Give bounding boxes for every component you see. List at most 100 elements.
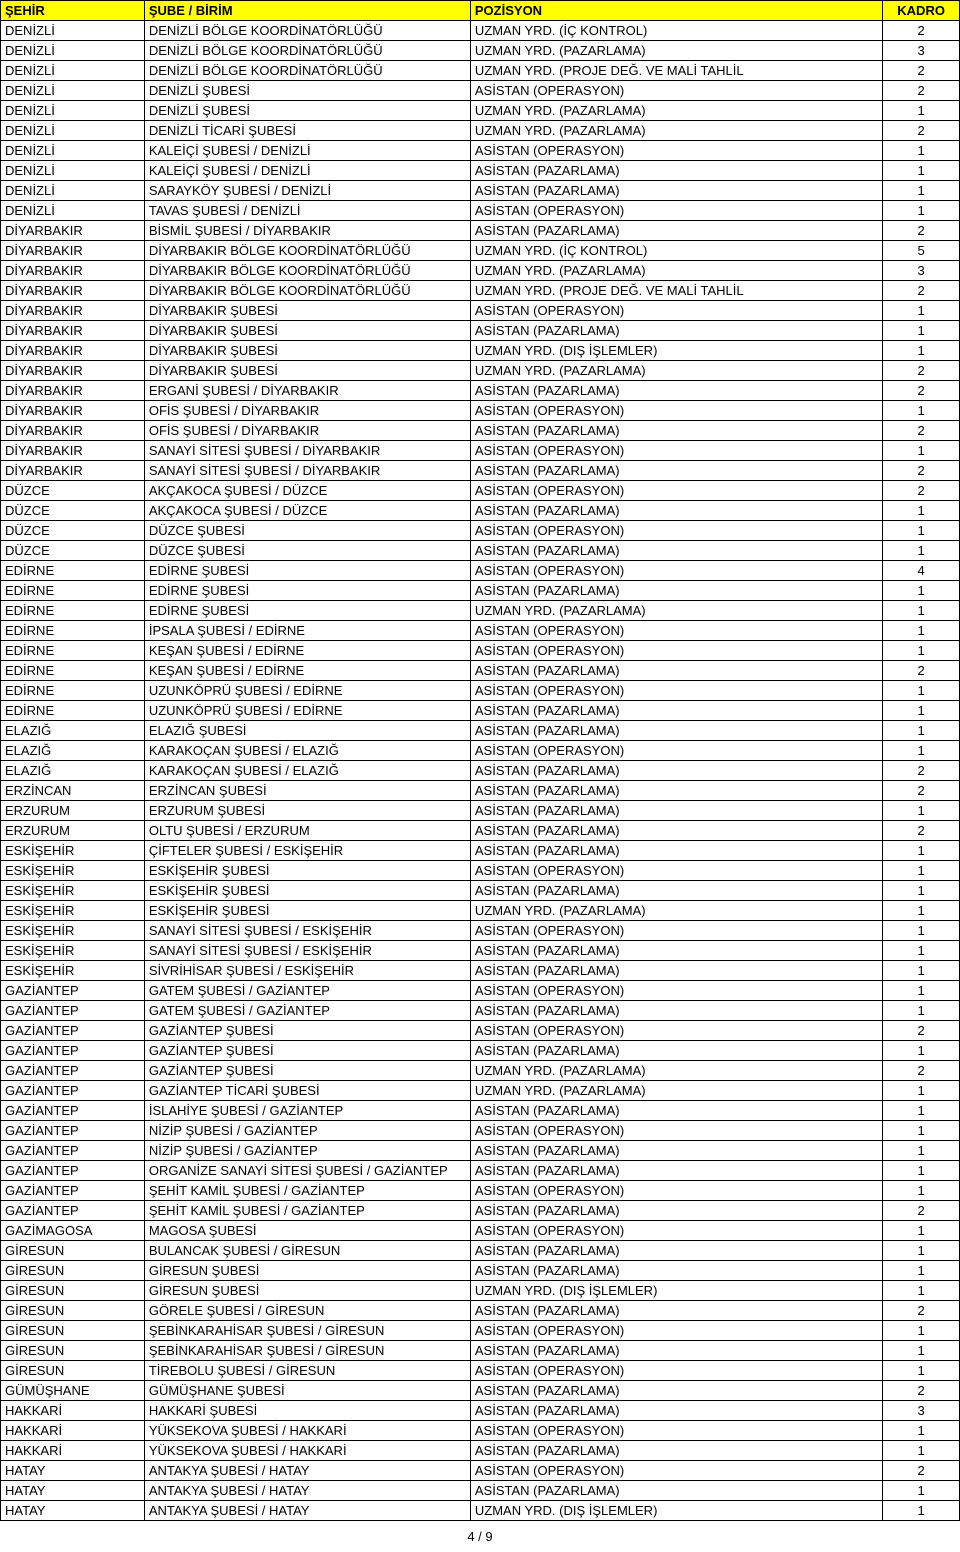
cell: KARAKOÇAN ŞUBESİ / ELAZIĞ bbox=[144, 741, 470, 761]
cell: 2 bbox=[883, 1201, 960, 1221]
cell: GAZİANTEP bbox=[1, 1141, 145, 1161]
cell: OFİS ŞUBESİ / DİYARBAKIR bbox=[144, 401, 470, 421]
cell: ŞEHİT KAMİL ŞUBESİ / GAZİANTEP bbox=[144, 1201, 470, 1221]
table-row: GİRESUNŞEBİNKARAHİSAR ŞUBESİ / GİRESUNAS… bbox=[1, 1321, 960, 1341]
cell: DİYARBAKIR BÖLGE KOORDİNATÖRLÜĞÜ bbox=[144, 281, 470, 301]
cell: ANTAKYA ŞUBESİ / HATAY bbox=[144, 1501, 470, 1521]
cell: UZMAN YRD. (PAZARLAMA) bbox=[470, 601, 882, 621]
table-row: GAZİANTEPNİZİP ŞUBESİ / GAZİANTEPASİSTAN… bbox=[1, 1141, 960, 1161]
cell: GATEM ŞUBESİ / GAZİANTEP bbox=[144, 981, 470, 1001]
cell: ASİSTAN (OPERASYON) bbox=[470, 861, 882, 881]
cell: TİREBOLU ŞUBESİ / GİRESUN bbox=[144, 1361, 470, 1381]
cell: ASİSTAN (PAZARLAMA) bbox=[470, 541, 882, 561]
cell: 1 bbox=[883, 801, 960, 821]
cell: ESKİŞEHİR bbox=[1, 841, 145, 861]
table-row: ESKİŞEHİRSİVRİHİSAR ŞUBESİ / ESKİŞEHİRAS… bbox=[1, 961, 960, 981]
cell: NİZİP ŞUBESİ / GAZİANTEP bbox=[144, 1141, 470, 1161]
table-row: GAZİANTEPŞEHİT KAMİL ŞUBESİ / GAZİANTEPA… bbox=[1, 1201, 960, 1221]
cell: EDİRNE bbox=[1, 621, 145, 641]
cell: SİVRİHİSAR ŞUBESİ / ESKİŞEHİR bbox=[144, 961, 470, 981]
cell: ERZURUM ŞUBESİ bbox=[144, 801, 470, 821]
table-row: ESKİŞEHİRSANAYİ SİTESİ ŞUBESİ / ESKİŞEHİ… bbox=[1, 921, 960, 941]
cell: GAZİANTEP TİCARİ ŞUBESİ bbox=[144, 1081, 470, 1101]
cell: 1 bbox=[883, 321, 960, 341]
cell: ASİSTAN (OPERASYON) bbox=[470, 81, 882, 101]
cell: 2 bbox=[883, 61, 960, 81]
table-row: HAKKARİYÜKSEKOVA ŞUBESİ / HAKKARİASİSTAN… bbox=[1, 1421, 960, 1441]
table-row: HATAYANTAKYA ŞUBESİ / HATAYASİSTAN (OPER… bbox=[1, 1461, 960, 1481]
cell: ASİSTAN (OPERASYON) bbox=[470, 401, 882, 421]
cell: ELAZIĞ bbox=[1, 761, 145, 781]
cell: ASİSTAN (OPERASYON) bbox=[470, 681, 882, 701]
cell: KALEİÇİ ŞUBESİ / DENİZLİ bbox=[144, 141, 470, 161]
cell: DENİZLİ bbox=[1, 21, 145, 41]
cell: EDİRNE bbox=[1, 681, 145, 701]
table-row: GİRESUNGİRESUN ŞUBESİUZMAN YRD. (DIŞ İŞL… bbox=[1, 1281, 960, 1301]
cell: GAZİANTEP bbox=[1, 1201, 145, 1221]
cell: 1 bbox=[883, 401, 960, 421]
cell: UZMAN YRD. (PAZARLAMA) bbox=[470, 901, 882, 921]
cell: 1 bbox=[883, 141, 960, 161]
cell: GAZİANTEP ŞUBESİ bbox=[144, 1061, 470, 1081]
cell: GAZİANTEP bbox=[1, 1041, 145, 1061]
cell: DİYARBAKIR ŞUBESİ bbox=[144, 301, 470, 321]
table-row: ESKİŞEHİRSANAYİ SİTESİ ŞUBESİ / ESKİŞEHİ… bbox=[1, 941, 960, 961]
cell: 2 bbox=[883, 661, 960, 681]
cell: ASİSTAN (PAZARLAMA) bbox=[470, 461, 882, 481]
cell: EDİRNE bbox=[1, 701, 145, 721]
cell: ASİSTAN (OPERASYON) bbox=[470, 641, 882, 661]
cell: UZMAN YRD. (PAZARLAMA) bbox=[470, 1061, 882, 1081]
cell: 1 bbox=[883, 981, 960, 1001]
cell: 1 bbox=[883, 1481, 960, 1501]
cell: ASİSTAN (PAZARLAMA) bbox=[470, 881, 882, 901]
table-row: DENİZLİDENİZLİ BÖLGE KOORDİNATÖRLÜĞÜUZMA… bbox=[1, 21, 960, 41]
cell: 1 bbox=[883, 601, 960, 621]
cell: 3 bbox=[883, 261, 960, 281]
table-row: DİYARBAKIRDİYARBAKIR ŞUBESİUZMAN YRD. (D… bbox=[1, 341, 960, 361]
cell: GİRESUN bbox=[1, 1321, 145, 1341]
cell: GİRESUN ŞUBESİ bbox=[144, 1261, 470, 1281]
cell: ASİSTAN (PAZARLAMA) bbox=[470, 1401, 882, 1421]
cell: DİYARBAKIR bbox=[1, 321, 145, 341]
cell: ELAZIĞ bbox=[1, 741, 145, 761]
cell: EDİRNE ŞUBESİ bbox=[144, 561, 470, 581]
cell: İPSALA ŞUBESİ / EDİRNE bbox=[144, 621, 470, 641]
cell: 4 bbox=[883, 561, 960, 581]
cell: GİRESUN bbox=[1, 1241, 145, 1261]
cell: ASİSTAN (OPERASYON) bbox=[470, 201, 882, 221]
cell: ORGANİZE SANAYİ SİTESİ ŞUBESİ / GAZİANTE… bbox=[144, 1161, 470, 1181]
cell: ASİSTAN (PAZARLAMA) bbox=[470, 1441, 882, 1461]
cell: ASİSTAN (PAZARLAMA) bbox=[470, 501, 882, 521]
table-row: GAZİANTEPORGANİZE SANAYİ SİTESİ ŞUBESİ /… bbox=[1, 1161, 960, 1181]
positions-table: ŞEHİR ŞUBE / BİRİM POZİSYON KADRO DENİZL… bbox=[0, 0, 960, 1521]
cell: BULANCAK ŞUBESİ / GİRESUN bbox=[144, 1241, 470, 1261]
cell: 1 bbox=[883, 1101, 960, 1121]
cell: 1 bbox=[883, 901, 960, 921]
cell: 2 bbox=[883, 221, 960, 241]
table-header-row: ŞEHİR ŞUBE / BİRİM POZİSYON KADRO bbox=[1, 1, 960, 21]
cell: HATAY bbox=[1, 1501, 145, 1521]
cell: ASİSTAN (OPERASYON) bbox=[470, 301, 882, 321]
cell: 1 bbox=[883, 861, 960, 881]
table-row: ERZURUMERZURUM ŞUBESİASİSTAN (PAZARLAMA)… bbox=[1, 801, 960, 821]
cell: DENİZLİ bbox=[1, 181, 145, 201]
table-row: EDİRNEKEŞAN ŞUBESİ / EDİRNEASİSTAN (OPER… bbox=[1, 641, 960, 661]
cell: ASİSTAN (PAZARLAMA) bbox=[470, 1161, 882, 1181]
cell: GAZİANTEP bbox=[1, 1121, 145, 1141]
table-row: GİRESUNŞEBİNKARAHİSAR ŞUBESİ / GİRESUNAS… bbox=[1, 1341, 960, 1361]
cell: ASİSTAN (OPERASYON) bbox=[470, 1021, 882, 1041]
cell: 1 bbox=[883, 1421, 960, 1441]
cell: ESKİŞEHİR bbox=[1, 861, 145, 881]
table-row: HAKKARİYÜKSEKOVA ŞUBESİ / HAKKARİASİSTAN… bbox=[1, 1441, 960, 1461]
cell: OFİS ŞUBESİ / DİYARBAKIR bbox=[144, 421, 470, 441]
cell: GAZİANTEP bbox=[1, 1181, 145, 1201]
cell: DİYARBAKIR bbox=[1, 221, 145, 241]
table-row: GİRESUNTİREBOLU ŞUBESİ / GİRESUNASİSTAN … bbox=[1, 1361, 960, 1381]
cell: 1 bbox=[883, 621, 960, 641]
cell: DİYARBAKIR bbox=[1, 441, 145, 461]
cell: EDİRNE bbox=[1, 641, 145, 661]
cell: 1 bbox=[883, 1001, 960, 1021]
cell: 2 bbox=[883, 21, 960, 41]
cell: 1 bbox=[883, 1261, 960, 1281]
cell: ESKİŞEHİR bbox=[1, 961, 145, 981]
